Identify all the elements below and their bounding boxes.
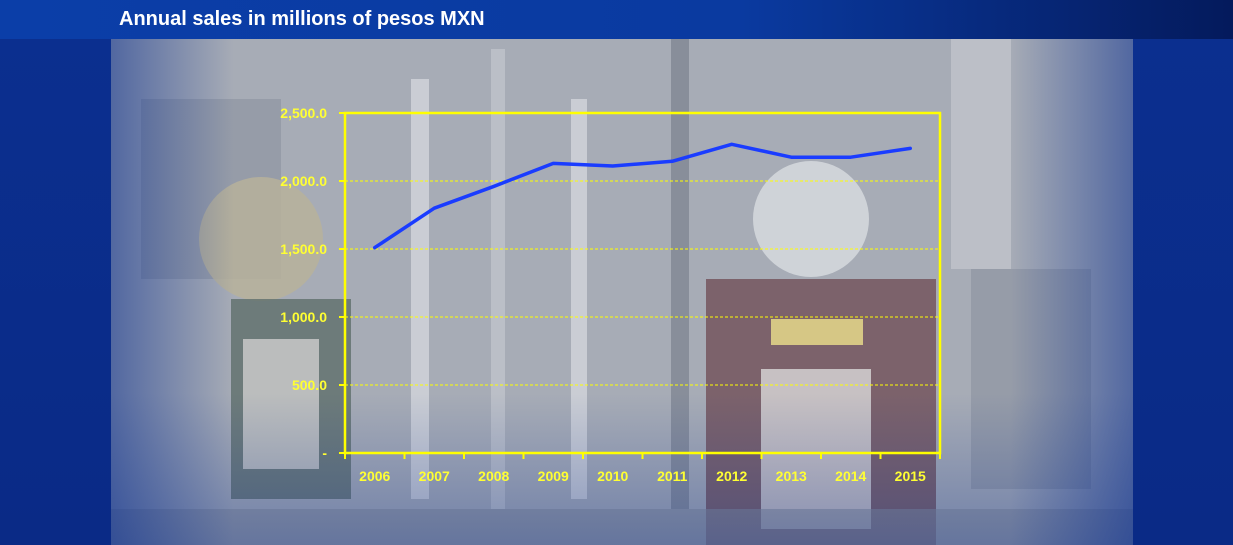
page-title: Annual sales in millions of pesos MXN <box>119 8 485 30</box>
x-tick-label: 2007 <box>419 468 450 484</box>
x-tick-label: 2012 <box>716 468 747 484</box>
x-tick-label: 2013 <box>776 468 807 484</box>
y-tick-label: 1,000.0 <box>280 309 327 325</box>
data-point <box>909 147 911 149</box>
data-point <box>671 160 673 162</box>
x-tick-label: 2009 <box>538 468 569 484</box>
right-background-panel <box>1133 39 1233 545</box>
y-tick-label: 1,500.0 <box>280 241 327 257</box>
series-points <box>374 143 911 249</box>
data-point <box>433 207 435 209</box>
slide-header: Annual sales in millions of pesos MXN <box>0 0 1233 39</box>
y-tick-label: - <box>322 445 327 461</box>
data-point <box>612 165 614 167</box>
data-point <box>552 162 554 164</box>
x-tick-label: 2006 <box>359 468 390 484</box>
background-photo <box>111 39 1133 545</box>
data-point <box>731 143 733 145</box>
y-tick-label: 2,500.0 <box>280 105 327 121</box>
photo-vignette <box>111 39 1133 545</box>
x-tick-label: 2011 <box>657 468 688 484</box>
y-tick-label: 2,000.0 <box>280 173 327 189</box>
data-point <box>493 185 495 187</box>
x-tick-label: 2014 <box>835 468 866 484</box>
x-axis-ticks: 2006 2007 2008 2009 2010 2011 2012 2013 2014 2015 <box>344 453 941 484</box>
data-point <box>850 156 852 158</box>
x-tick-label: 2015 <box>895 468 926 484</box>
x-tick-label: 2010 <box>597 468 628 484</box>
data-point <box>374 247 376 249</box>
y-axis-ticks: - 500.0 1,000.0 1,500.0 2,000.0 2,500.0 <box>280 105 345 461</box>
series-line <box>373 142 912 250</box>
grid-lines <box>345 180 940 386</box>
data-point <box>790 156 792 158</box>
x-tick-label: 2008 <box>478 468 509 484</box>
left-background-panel <box>0 39 111 545</box>
y-tick-label: 500.0 <box>292 377 327 393</box>
